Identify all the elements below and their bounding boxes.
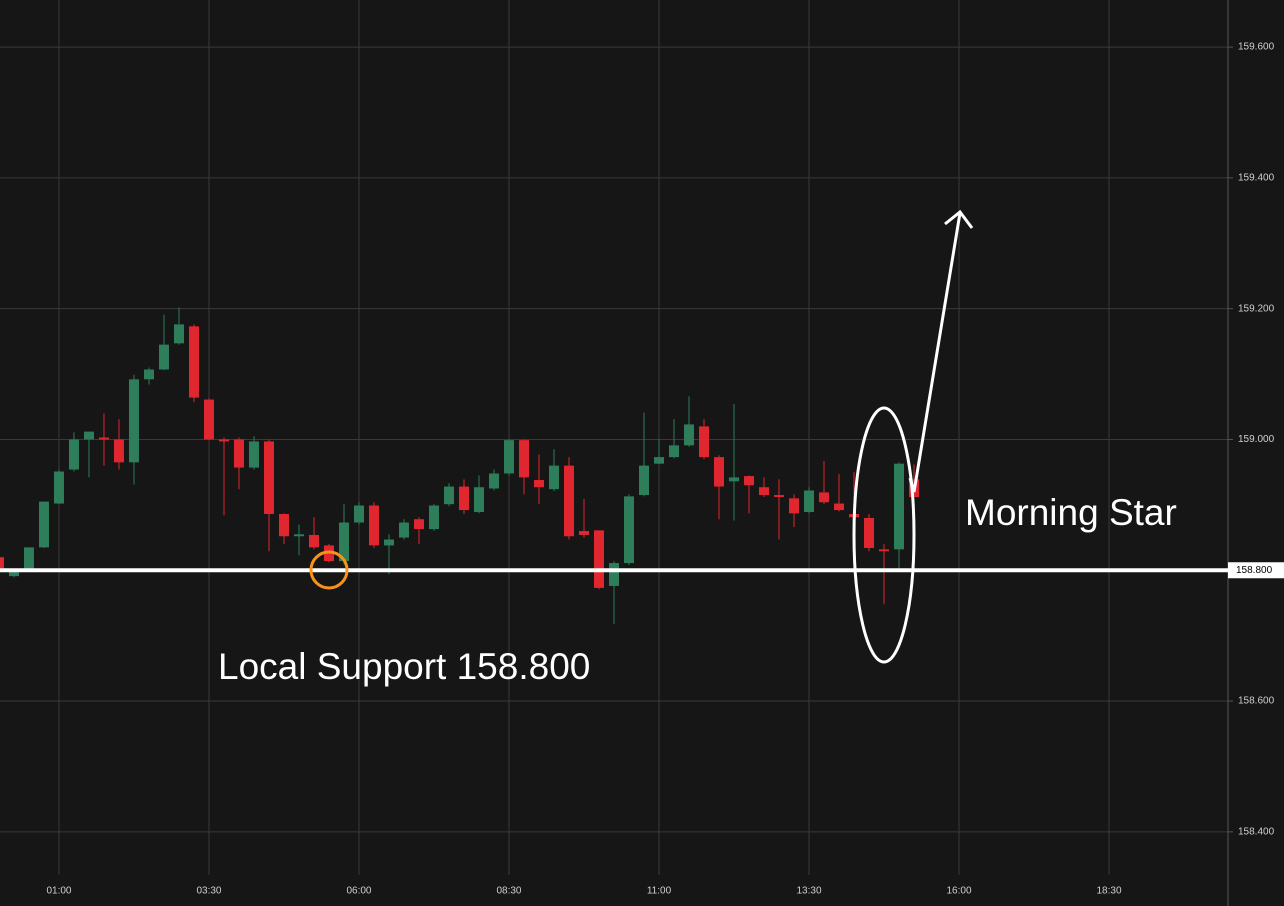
pattern-annotation: Morning Star [965,492,1177,533]
candle-body [744,476,755,486]
grid [0,0,1228,875]
candle-body [834,503,845,511]
candle-body [338,522,349,562]
candle-body [218,439,229,442]
support-price-label: 158.800 [1236,565,1273,576]
candle-body [248,441,259,468]
axes: 158.400 158.600 158.800 159.000 159.200 159.4… [46,42,1284,897]
candle-body [819,492,830,503]
candle-body [113,439,124,463]
candle-body [293,534,304,537]
candle-body [563,465,574,537]
x-tick-label: 18:30 [1097,886,1122,897]
candle-body [759,487,770,496]
candle-body [804,490,815,513]
candle-body [0,557,4,571]
candle-body [38,501,49,548]
pattern-ellipse [852,406,916,664]
candle-body [263,441,274,515]
candle-body [789,498,800,514]
candle-body [233,439,244,468]
candle-body [729,477,740,482]
candle-body [894,463,905,550]
x-tick-label: 08:30 [496,886,521,897]
candle-body [278,514,289,537]
candle-body [774,495,785,498]
candle-body [669,445,680,458]
candle-body [879,549,890,552]
y-tick-label: 159.000 [1238,434,1275,445]
candle-body [143,369,154,380]
candle-body [654,457,665,464]
y-tick-label: 159.200 [1238,303,1275,314]
candles [0,307,920,624]
candle-body [548,465,559,490]
candle-body [128,379,139,463]
x-tick-label: 16:00 [946,886,971,897]
y-tick-label: 159.400 [1238,173,1275,184]
candle-body [308,534,319,548]
candle-body [383,539,394,546]
candle-body [83,431,94,440]
x-tick-label: 11:00 [647,886,672,897]
candle-body [428,505,439,530]
candle-body [203,399,214,440]
x-tick-label: 03:30 [196,886,221,897]
candle-body [578,531,589,535]
candle-body [398,522,409,538]
candle-body [368,505,379,546]
candle-body [488,473,499,489]
y-tick-label: 158.600 [1238,696,1275,707]
candle-body [353,505,364,523]
candle-body [443,486,454,505]
candle-body [473,487,484,513]
candle-body [23,547,34,571]
candle-body [533,480,544,488]
candle-body [98,437,109,440]
candle-body [158,344,169,370]
candle-body [53,471,64,504]
y-tick-label: 159.600 [1238,42,1275,53]
x-tick-label: 01:00 [46,886,71,897]
candle-body [609,563,619,586]
arrow-head [944,209,974,229]
candle-body [684,424,695,446]
candle-body [714,457,725,487]
candle-body [624,496,635,564]
candle-body [68,439,79,470]
support-price-box [1228,562,1284,579]
candle-body [699,426,710,458]
candle-body [8,570,19,577]
support-touch-marker [309,550,349,590]
candle-body [413,519,424,530]
candle-body [503,440,514,474]
x-tick-label: 13:30 [796,886,821,897]
candle-body [593,530,604,588]
candle-body [518,440,529,478]
overlay: Local Support 158.800 Morning Star [218,209,1177,687]
candle-body [173,324,184,344]
support-annotation: Local Support 158.800 [218,646,590,687]
trend-arrow [908,212,962,493]
y-tick-label: 158.400 [1238,826,1275,837]
candle-body [458,486,469,511]
candle-body [188,326,199,398]
candle-body [639,465,650,496]
candle-body [864,517,875,549]
x-tick-label: 06:00 [346,886,371,897]
